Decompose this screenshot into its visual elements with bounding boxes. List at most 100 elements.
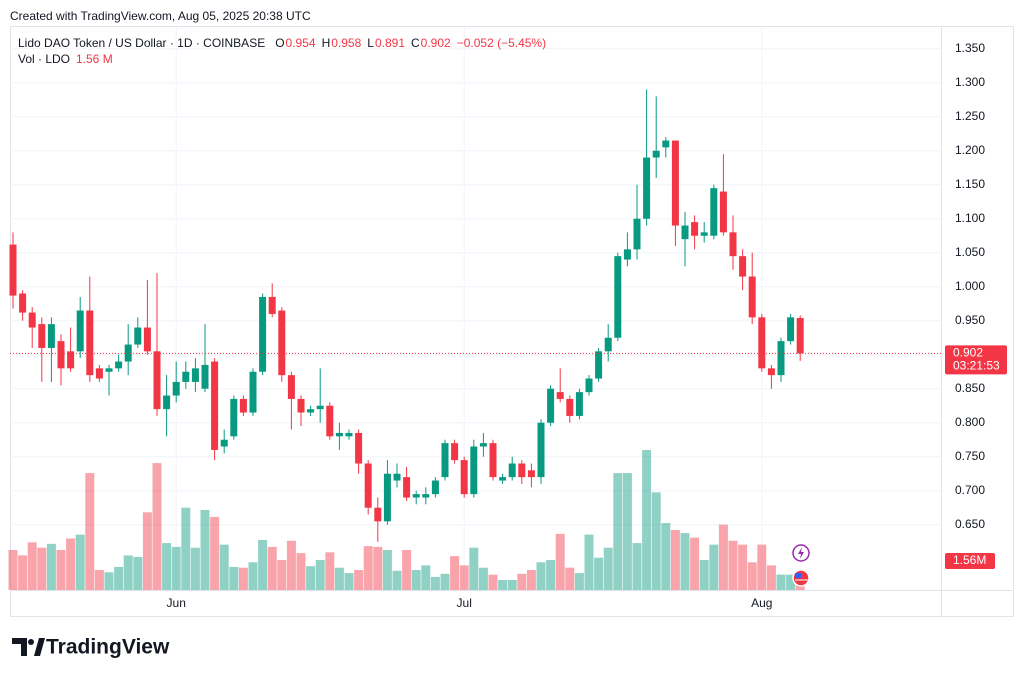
volume-bar [699, 560, 709, 590]
y-tick-label: 1.000 [955, 279, 985, 293]
candle-body [518, 463, 526, 478]
flag-canton [795, 573, 801, 578]
volume-bar [363, 546, 373, 590]
volume-bar [536, 562, 546, 590]
volume-bar [325, 552, 335, 590]
candle-body [67, 351, 75, 369]
volume-bar [190, 547, 200, 590]
candle-body [9, 244, 17, 296]
logo: TradingView [12, 636, 170, 659]
candle-body [681, 225, 689, 240]
legend-key: L [367, 36, 374, 50]
volume-bar [546, 560, 556, 590]
candle-body [355, 432, 363, 464]
volume-bar [690, 537, 700, 590]
candle-body [499, 477, 507, 481]
volume-bar [133, 556, 143, 590]
volume-bar [661, 523, 671, 590]
candle-body [393, 473, 401, 481]
volume-bar [248, 562, 258, 590]
candle-body [403, 477, 411, 498]
candle-body [412, 494, 420, 498]
candle-body [278, 310, 286, 376]
volume-bar [210, 516, 220, 590]
volume-bar [488, 574, 498, 590]
legend-key: C [411, 36, 420, 50]
volume-bar [94, 570, 104, 590]
candle-body [307, 409, 315, 413]
candle-body [76, 310, 84, 352]
volume-bar [718, 524, 728, 590]
candle-body [566, 398, 574, 416]
volume-bar [507, 580, 517, 590]
volume-bar [670, 530, 680, 590]
candle-body [95, 368, 103, 379]
candle-body [172, 381, 180, 396]
volume-legend-value: 1.56 M [76, 52, 113, 66]
x-tick-label: Jun [167, 596, 186, 610]
candle-body [633, 218, 641, 250]
candle-body [604, 337, 612, 352]
price-badge-label: 0.902 [953, 346, 983, 360]
volume-bar [66, 538, 76, 590]
volume-bar [286, 540, 296, 590]
candle-body [422, 494, 430, 498]
legend-value: 0.902 [421, 36, 451, 50]
candle-body [105, 368, 113, 372]
candle-body [700, 232, 708, 236]
volume-bar [680, 533, 690, 590]
y-tick-label: 1.150 [955, 177, 985, 191]
volume-bar [411, 570, 421, 590]
candle-body [163, 395, 171, 410]
volume-bar [200, 510, 210, 590]
frame [10, 26, 1014, 617]
candle-body [662, 140, 670, 148]
volume-bar [382, 550, 392, 590]
candle-body [239, 398, 247, 413]
volume-bar [728, 540, 738, 590]
candle-body [643, 157, 651, 219]
volume-bar [613, 473, 623, 590]
volume-bar [229, 566, 239, 590]
volume-bar [709, 544, 719, 590]
logo-dot [28, 639, 34, 645]
candle-body [211, 361, 219, 450]
candle-body [28, 312, 36, 328]
candle-body [134, 327, 142, 345]
volume-bar [747, 562, 757, 590]
volume-bar [757, 544, 767, 590]
symbol: Lido DAO Token / US Dollar · 1D · COINBA… [18, 36, 265, 50]
candle-body [729, 232, 737, 257]
candle-body [748, 276, 756, 318]
logo-mark [12, 638, 27, 656]
volume-bar [114, 566, 124, 590]
volume-bar [56, 550, 66, 590]
volume-bar [258, 540, 268, 590]
volume-bar [766, 565, 776, 590]
candle-body [220, 439, 228, 447]
candle-body [374, 507, 382, 522]
volume-bar [27, 542, 37, 590]
candle-body [470, 446, 478, 495]
volume-bar [18, 555, 28, 590]
candle-body [758, 317, 766, 369]
volume-bar [469, 547, 479, 590]
volume-bar [8, 550, 18, 590]
volume-bar [306, 566, 316, 590]
candle-body [787, 317, 795, 342]
volume-bar [238, 567, 248, 590]
candle-body [796, 318, 804, 354]
volume-bar [75, 534, 85, 590]
candle-body [86, 310, 94, 376]
y-tick-label: 0.850 [955, 381, 985, 395]
candle-body [182, 371, 190, 382]
candle-body [38, 324, 46, 348]
volume-bar [450, 556, 460, 590]
volume-bar [498, 580, 508, 590]
created-note: Created with TradingView.com, Aug 05, 20… [10, 9, 311, 23]
logo-mark [34, 638, 45, 656]
y-tick-label: 1.050 [955, 245, 985, 259]
volume-bar [85, 473, 95, 590]
volume-badge-label: 1.56M [953, 553, 986, 567]
